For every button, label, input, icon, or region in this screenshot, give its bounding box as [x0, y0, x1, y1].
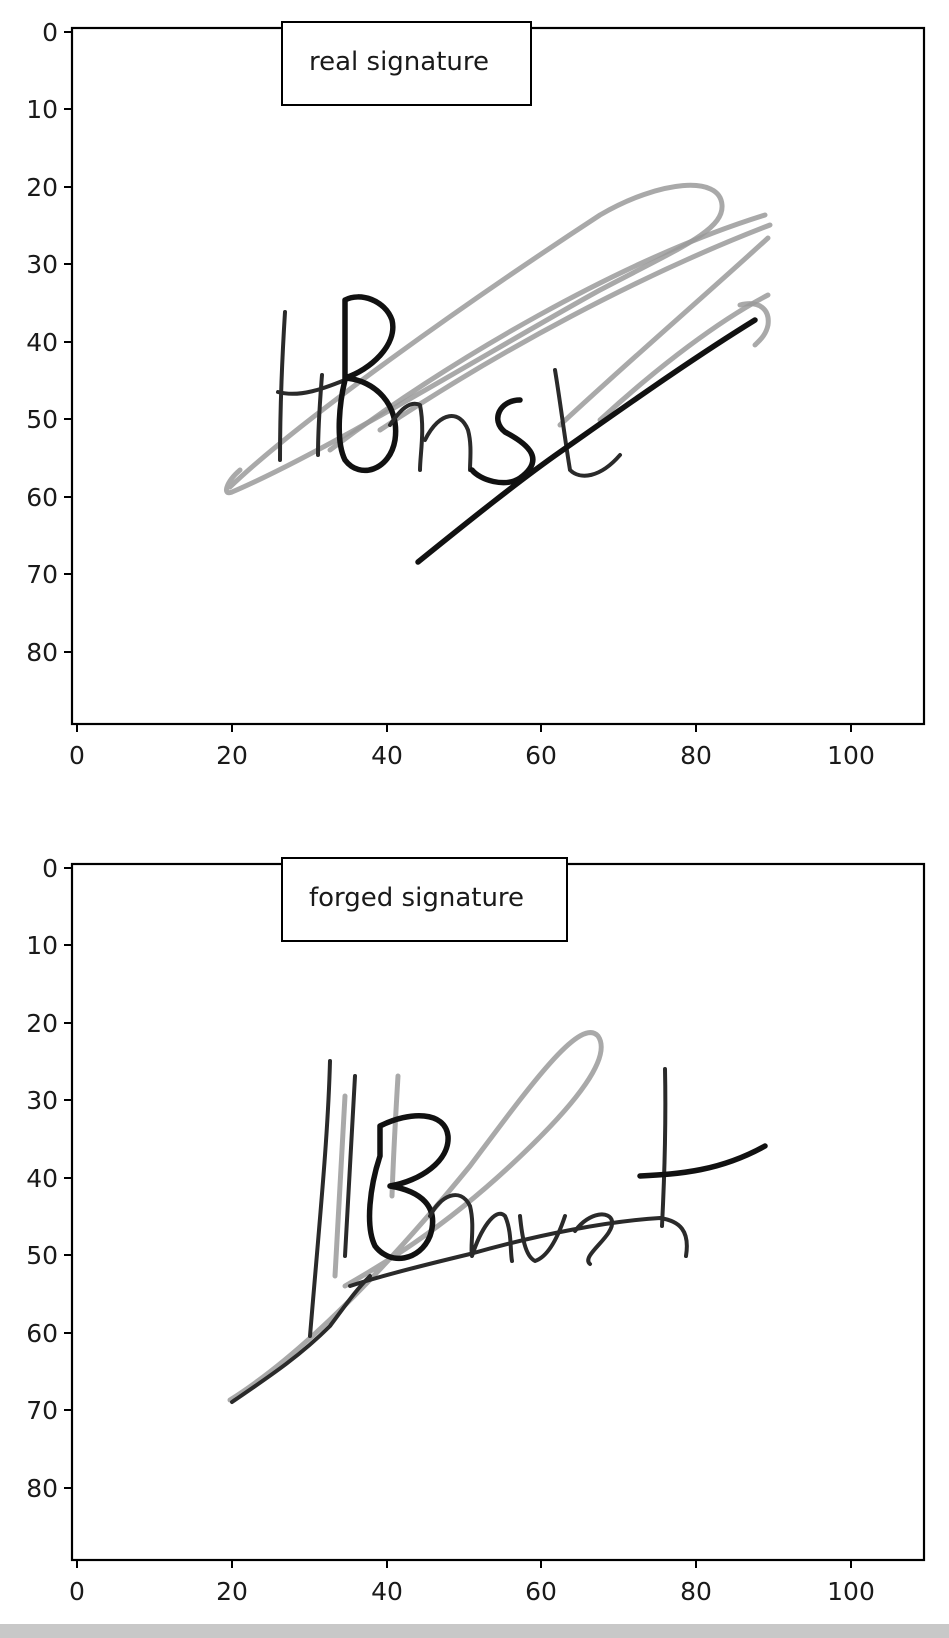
forged-legend-label: forged signature [309, 883, 524, 913]
real-x-tick-5: 100 [827, 741, 875, 770]
forged-y-tick-8: 80 [26, 1474, 58, 1503]
forged-x-tick-3: 60 [525, 1577, 557, 1606]
forged-y-tick-0: 0 [42, 854, 58, 883]
forged-x-tick-0: 0 [69, 1577, 85, 1606]
real-y-tick-7: 70 [26, 560, 58, 589]
real-x-tick-2: 40 [371, 741, 403, 770]
real-x-tick-3: 60 [525, 741, 557, 770]
forged-x-tick-1: 20 [216, 1577, 248, 1606]
forged-x-tick-5: 100 [827, 1577, 875, 1606]
forged-y-tick-5: 50 [26, 1241, 58, 1270]
real-legend-label: real signature [309, 47, 489, 77]
real-y-tick-0: 0 [42, 18, 58, 47]
real-signature-image [223, 182, 773, 565]
forged-y-tick-7: 70 [26, 1396, 58, 1425]
forged-x-tick-2: 40 [371, 1577, 403, 1606]
forged-x-tick-4: 80 [680, 1577, 712, 1606]
real-x-axis: 0 20 40 60 80 100 [69, 724, 875, 770]
real-plot-frame [70, 26, 926, 726]
bottom-scrollbar [0, 1624, 949, 1638]
forged-y-tick-1: 10 [26, 931, 58, 960]
real-legend: real signature [281, 21, 532, 106]
forged-y-tick-2: 20 [26, 1009, 58, 1038]
forged-y-tick-3: 30 [26, 1086, 58, 1115]
real-signature-axes: 0 10 20 30 40 50 60 70 80 0 20 40 60 80 … [26, 18, 926, 770]
real-y-tick-6: 60 [26, 483, 58, 512]
forged-signature-axes: 0 10 20 30 40 50 60 70 80 0 20 40 60 80 … [26, 854, 926, 1606]
forged-legend: forged signature [281, 857, 568, 942]
forged-y-tick-6: 60 [26, 1319, 58, 1348]
real-y-tick-4: 40 [26, 328, 58, 357]
real-y-tick-5: 50 [26, 405, 58, 434]
forged-signature-image [227, 1030, 768, 1404]
real-y-tick-3: 30 [26, 250, 58, 279]
real-x-tick-0: 0 [69, 741, 85, 770]
real-x-tick-1: 20 [216, 741, 248, 770]
real-x-tick-4: 80 [680, 741, 712, 770]
forged-y-tick-4: 40 [26, 1164, 58, 1193]
forged-y-axis: 0 10 20 30 40 50 60 70 80 [26, 854, 72, 1503]
forged-x-axis: 0 20 40 60 80 100 [69, 1560, 875, 1606]
real-y-tick-2: 20 [26, 173, 58, 202]
real-y-tick-8: 80 [26, 638, 58, 667]
real-y-tick-1: 10 [26, 95, 58, 124]
real-y-axis: 0 10 20 30 40 50 60 70 80 [26, 18, 72, 667]
